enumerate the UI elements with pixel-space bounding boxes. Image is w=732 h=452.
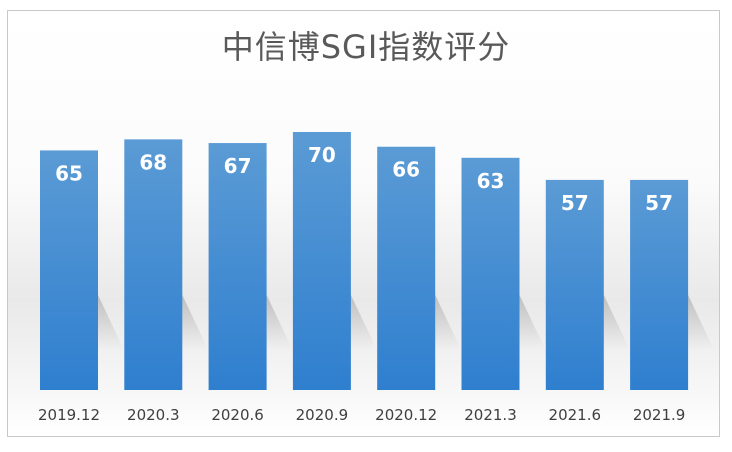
data-label: 67 [224,154,252,178]
bar-2019.12 [40,150,98,390]
data-label: 57 [645,191,673,215]
x-tick-label: 2021.6 [549,406,602,424]
bar-2021.9 [630,179,689,390]
data-label: 68 [139,150,167,174]
x-tick-label: 2021.9 [633,406,686,424]
x-tick-label: 2020.9 [296,406,349,424]
bar-2021.3 [461,157,520,390]
bar-2020.3 [124,139,183,390]
chart-title: 中信博SGI指数评分 [221,28,511,66]
bar-2021.6 [545,179,604,390]
data-label: 63 [477,169,505,193]
x-tick-label: 2020.3 [127,406,180,424]
bar-2020.12 [377,146,436,390]
x-tick-label: 2021.3 [464,406,517,424]
data-label: 70 [308,143,336,167]
data-label: 66 [392,158,420,182]
data-label: 65 [55,161,83,185]
data-label: 57 [561,191,589,215]
bar-2020.6 [208,143,267,390]
x-tick-label: 2019.12 [38,406,100,424]
x-tick-label: 2020.12 [375,406,437,424]
bar-2020.9 [292,132,351,390]
x-tick-label: 2020.6 [211,406,264,424]
